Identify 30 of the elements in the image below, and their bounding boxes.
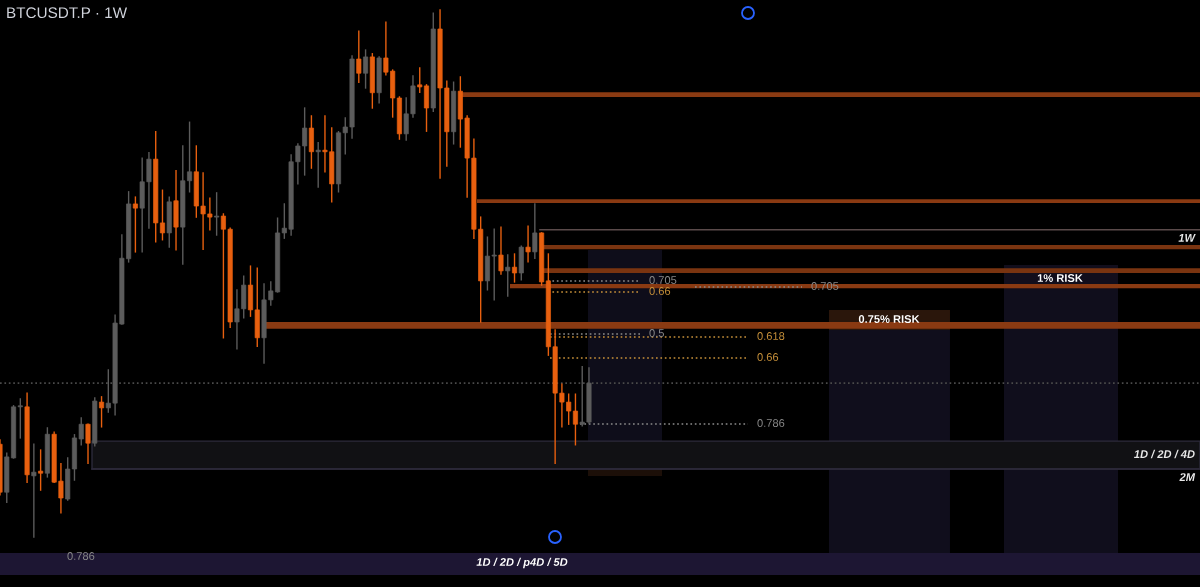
candlestick <box>214 192 220 236</box>
text: 0.66 <box>649 287 671 295</box>
candlestick <box>85 423 91 464</box>
candlestick <box>132 196 138 253</box>
text: 1% RISK <box>1037 274 1083 282</box>
text: 0.705 <box>649 276 677 284</box>
candlestick <box>525 225 531 263</box>
candlestick <box>31 443 37 538</box>
candlestick <box>572 393 578 446</box>
band-label: 1D / 2D / 4D <box>1134 449 1195 459</box>
text: 0.5 <box>649 329 664 337</box>
candlestick <box>38 449 44 491</box>
candlestick <box>512 253 518 283</box>
candlestick <box>363 49 369 89</box>
candlestick <box>505 254 511 297</box>
candlestick <box>356 30 362 83</box>
chart-title: BTCUSDT.P · 1W <box>7 7 128 19</box>
text: 0.618 <box>757 332 785 340</box>
ref-line-label: 2M <box>1179 473 1196 481</box>
text: 0.786 <box>67 552 95 560</box>
text: 0.66 <box>757 353 779 361</box>
candlestick <box>308 115 314 169</box>
ref-line-label: 1W <box>1178 233 1196 242</box>
candlestick <box>315 142 321 188</box>
text: 1D / 2D / p4D / 5D <box>476 557 568 569</box>
text: 0.75% RISK <box>858 315 920 323</box>
candlestick <box>532 203 538 259</box>
candlestick <box>99 396 105 428</box>
text: 0.786 <box>757 419 785 427</box>
candlestick <box>498 226 504 275</box>
